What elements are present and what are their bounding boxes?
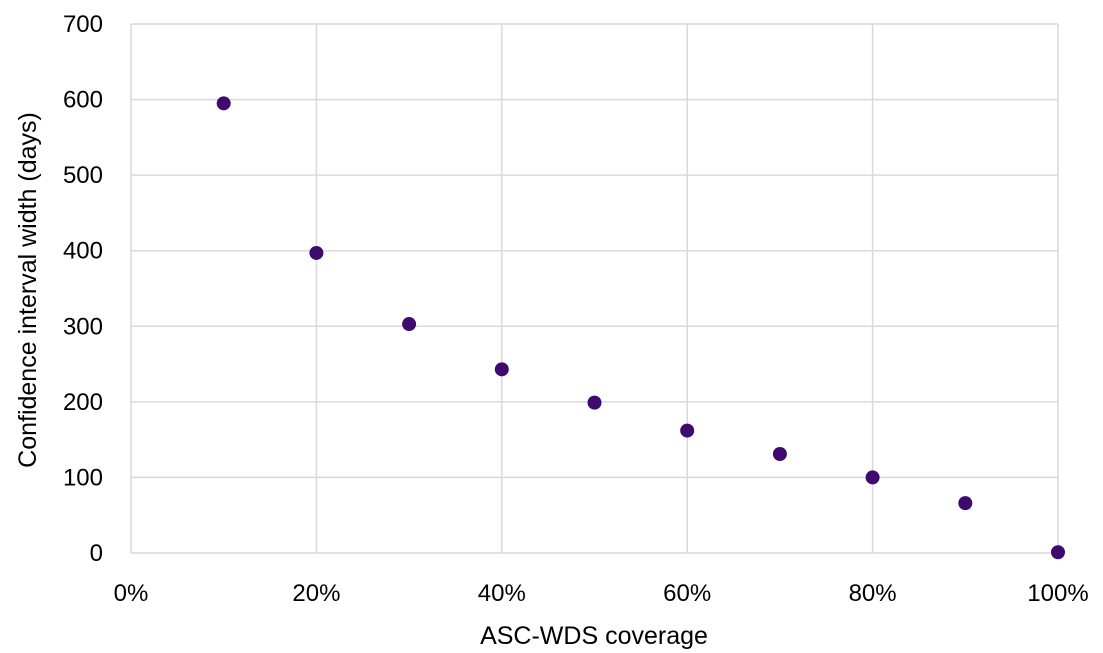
- y-tick-label: 300: [63, 313, 103, 340]
- y-tick-label: 600: [63, 87, 103, 114]
- x-tick-labels: 0% 20% 40% 60% 80% 100%: [114, 580, 1089, 607]
- y-axis-title: Confidence interval width (days): [14, 112, 42, 468]
- x-axis-title: ASC-WDS coverage: [480, 622, 708, 650]
- y-tick-label: 0: [90, 540, 103, 567]
- data-point: [494, 362, 509, 377]
- data-point: [772, 447, 787, 462]
- axes: [130, 24, 1058, 554]
- data-point: [865, 470, 880, 485]
- gridlines: [131, 23, 1059, 553]
- y-tick-label: 200: [63, 389, 103, 416]
- y-tick-label: 700: [63, 11, 103, 38]
- data-point: [958, 496, 973, 511]
- x-tick-label: 100%: [1027, 580, 1088, 607]
- y-tick-label: 400: [63, 238, 103, 265]
- x-tick-label: 20%: [292, 580, 340, 607]
- data-point: [402, 317, 417, 332]
- x-tick-label: 40%: [478, 580, 526, 607]
- y-tick-label: 500: [63, 162, 103, 189]
- data-point: [216, 96, 231, 111]
- data-point: [587, 395, 602, 410]
- y-tick-labels: 0 100 200 300 400 500 600 700: [63, 11, 103, 567]
- data-point: [309, 245, 324, 260]
- x-tick-label: 0%: [114, 580, 149, 607]
- y-tick-label: 100: [63, 464, 103, 491]
- x-tick-label: 80%: [849, 580, 897, 607]
- data-points: [216, 96, 1065, 560]
- data-point: [680, 423, 695, 438]
- x-tick-label: 60%: [663, 580, 711, 607]
- data-point: [1051, 545, 1065, 560]
